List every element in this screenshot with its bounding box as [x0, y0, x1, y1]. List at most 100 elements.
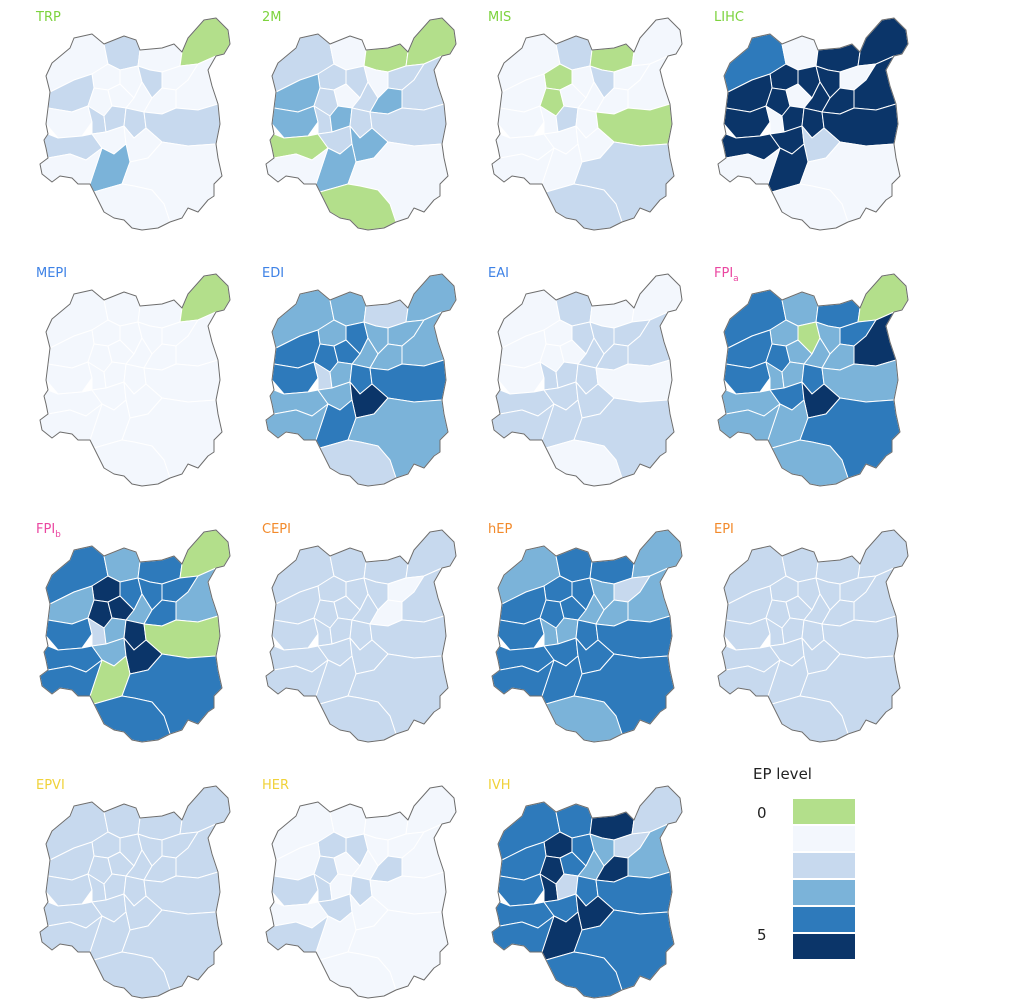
choropleth-map [265, 17, 457, 231]
map-panel-2m: 2M [238, 8, 466, 240]
legend-swatch-level-1 [792, 825, 856, 852]
legend-swatch-level-2 [792, 852, 856, 879]
district-13 [45, 361, 93, 395]
panel-label-text: MIS [488, 10, 512, 25]
city-boundary [265, 17, 457, 231]
city-boundary [265, 273, 457, 487]
choropleth-map [491, 785, 683, 999]
map-panel-trp: TRP [12, 8, 240, 240]
map-panel-epi: EPI [690, 520, 918, 752]
city-boundary [265, 529, 457, 743]
city-boundary [265, 785, 457, 999]
panel-label-text: LIHC [714, 10, 744, 25]
panel-label: EPI [714, 522, 734, 537]
map-panel-hep: hEP [464, 520, 692, 752]
choropleth-map [491, 529, 683, 743]
district-13 [723, 617, 771, 651]
panel-label: TRP [36, 10, 61, 25]
legend-swatch-level-5 [792, 933, 856, 960]
district-13 [45, 617, 93, 651]
panel-label: EAI [488, 266, 509, 281]
choropleth-map [717, 529, 909, 743]
map-panel-cepi: CEPI [238, 520, 466, 752]
panel-label: IVH [488, 778, 511, 793]
city-boundary [39, 273, 231, 487]
legend: EP level 0 5 [750, 762, 890, 962]
panel-label: EDI [262, 266, 284, 281]
map-panel-ivh: IVH [464, 776, 692, 1008]
map-panel-fpi-b: FPIb [12, 520, 240, 752]
choropleth-map [39, 17, 231, 231]
panel-label: hEP [488, 522, 512, 537]
map-panel-fpi-a: FPIa [690, 264, 918, 496]
city-boundary [717, 273, 909, 487]
district-13 [723, 361, 771, 395]
map-panel-edi: EDI [238, 264, 466, 496]
map-panel-mepi: MEPI [12, 264, 240, 496]
choropleth-map [265, 273, 457, 487]
panel-label-subscript: b [55, 530, 61, 540]
district-13 [271, 617, 319, 651]
city-boundary [39, 17, 231, 231]
city-boundary [491, 529, 683, 743]
panel-label: MEPI [36, 266, 67, 281]
choropleth-map [39, 529, 231, 743]
legend-swatch-level-0 [792, 798, 856, 825]
choropleth-map [491, 17, 683, 231]
map-panel-eai: EAI [464, 264, 692, 496]
panel-label: HER [262, 778, 289, 793]
panel-label-text: EPVI [36, 778, 65, 793]
legend-swatch-level-4 [792, 906, 856, 933]
city-boundary [491, 17, 683, 231]
panel-label-text: EPI [714, 522, 734, 537]
panel-label-text: IVH [488, 778, 511, 793]
panel-label-text: CEPI [262, 522, 291, 537]
panel-label-text: EAI [488, 266, 509, 281]
legend-min-label: 0 [757, 804, 767, 822]
city-boundary [491, 273, 683, 487]
panel-label-text: 2M [262, 10, 282, 25]
map-panel-mis: MIS [464, 8, 692, 240]
district-13 [45, 105, 93, 139]
district-13 [497, 361, 545, 395]
district-13 [497, 105, 545, 139]
panel-label: 2M [262, 10, 282, 25]
district-13 [271, 105, 319, 139]
legend-swatch-level-3 [792, 879, 856, 906]
choropleth-map [491, 273, 683, 487]
choropleth-map [265, 785, 457, 999]
panel-label: EPVI [36, 778, 65, 793]
panel-label-text: MEPI [36, 266, 68, 281]
legend-max-label: 5 [757, 926, 767, 944]
panel-label-text: EDI [262, 266, 285, 281]
panel-label: MIS [488, 10, 511, 25]
district-13 [45, 873, 93, 907]
city-boundary [39, 785, 231, 999]
panel-label-text: FPI [714, 266, 734, 281]
panel-label-subscript: a [733, 274, 739, 284]
panel-label-text: hEP [488, 522, 513, 537]
choropleth-map [717, 17, 909, 231]
map-panel-lihc: LIHC [690, 8, 918, 240]
panel-label-text: FPI [36, 522, 56, 537]
panel-label-text: HER [262, 778, 290, 793]
map-panel-epvi: EPVI [12, 776, 240, 1008]
panel-label: FPIb [36, 522, 61, 543]
city-boundary [717, 529, 909, 743]
district-13 [723, 105, 771, 139]
choropleth-map [717, 273, 909, 487]
choropleth-map [39, 785, 231, 999]
choropleth-map [39, 273, 231, 487]
city-boundary [491, 785, 683, 999]
panel-label: FPIa [714, 266, 739, 287]
map-panel-her: HER [238, 776, 466, 1008]
legend-title: EP level [753, 765, 812, 783]
district-13 [271, 361, 319, 395]
panel-label-text: TRP [36, 10, 61, 25]
city-boundary [717, 17, 909, 231]
choropleth-map [265, 529, 457, 743]
city-boundary [39, 529, 231, 743]
district-13 [497, 617, 545, 651]
district-13 [271, 873, 319, 907]
panel-label: LIHC [714, 10, 744, 25]
